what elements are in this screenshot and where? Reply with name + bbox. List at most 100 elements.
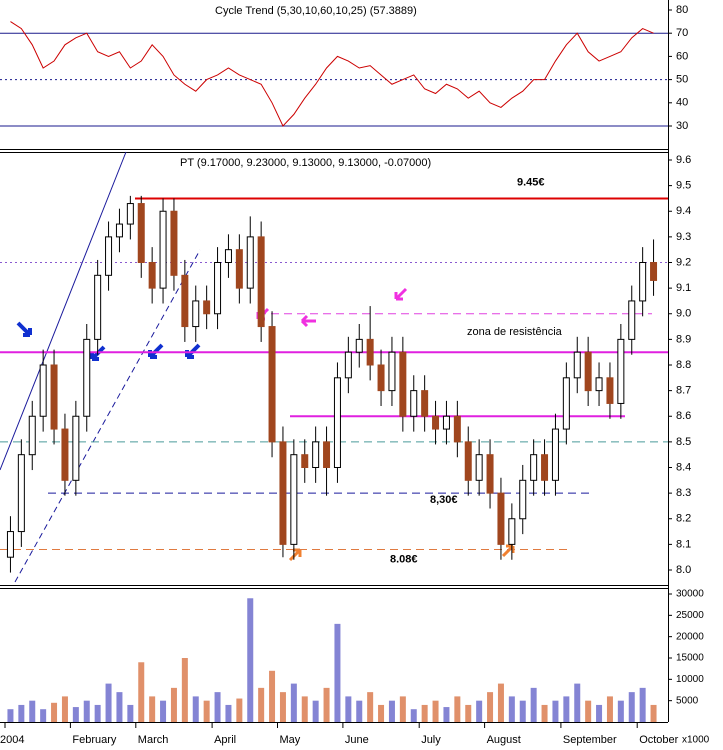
y-tick-label: 15000 bbox=[676, 653, 704, 664]
level-label: 8.08€ bbox=[390, 553, 418, 565]
volume-bar bbox=[29, 700, 36, 722]
x-tick-label: March bbox=[138, 734, 169, 746]
y-tick-label: 8.2 bbox=[676, 513, 691, 525]
candle-body bbox=[105, 236, 113, 276]
level-label: zona de resistência bbox=[467, 326, 563, 338]
candle-body bbox=[181, 274, 189, 328]
y-tick-label: 30 bbox=[676, 120, 688, 132]
volume-bar bbox=[617, 700, 624, 722]
volume-bar bbox=[367, 692, 374, 722]
candle-body bbox=[290, 454, 298, 545]
y-tick-label: 9.5 bbox=[676, 180, 691, 192]
candle-body bbox=[83, 338, 91, 417]
volume-bar bbox=[574, 683, 581, 722]
y-tick-label: 9.0 bbox=[676, 308, 691, 320]
volume-bar bbox=[519, 700, 526, 722]
arrow bbox=[394, 287, 408, 301]
volume-bar bbox=[356, 700, 363, 722]
candle-body bbox=[573, 351, 581, 379]
candle-body bbox=[170, 210, 178, 276]
volume-bar bbox=[323, 687, 330, 722]
candle-body bbox=[192, 300, 200, 328]
candle-body bbox=[650, 262, 658, 281]
y-tick-label: 8.7 bbox=[676, 385, 691, 397]
y-tick-label: 5000 bbox=[676, 695, 699, 706]
volume-bar bbox=[7, 709, 14, 722]
y-tick-label: 8.3 bbox=[676, 487, 691, 499]
volume-bar bbox=[454, 696, 461, 722]
volume-bar bbox=[388, 700, 395, 722]
candle-body bbox=[203, 300, 211, 315]
arrow bbox=[16, 321, 32, 337]
volume-bar bbox=[334, 623, 341, 722]
price-title: PT (9.17000, 9.23000, 9.13000, 9.13000, … bbox=[180, 157, 431, 169]
volume-bar bbox=[410, 709, 417, 722]
candle-body bbox=[148, 262, 156, 289]
volume-bar bbox=[596, 704, 603, 722]
volume-bar bbox=[541, 704, 548, 722]
candle-body bbox=[235, 249, 243, 289]
volume-bar bbox=[258, 687, 265, 722]
arrow bbox=[148, 343, 164, 359]
candle-body bbox=[301, 454, 309, 468]
frames bbox=[0, 0, 669, 723]
candle-body bbox=[639, 262, 647, 302]
volume-bar bbox=[443, 707, 450, 722]
candle-body bbox=[72, 415, 80, 481]
volume-bar bbox=[585, 700, 592, 722]
candle-body bbox=[126, 203, 134, 225]
y-tick-label: 60 bbox=[676, 50, 688, 62]
candle-body bbox=[268, 326, 276, 443]
x-tick-label: August bbox=[487, 734, 521, 746]
y-tick-label: 8.0 bbox=[676, 564, 691, 576]
volume-bar bbox=[650, 704, 657, 722]
candle-body bbox=[628, 300, 636, 340]
y-tick-label: 8.5 bbox=[676, 436, 691, 448]
volume-bar bbox=[606, 696, 613, 722]
candle-body bbox=[453, 415, 461, 443]
volume-bar bbox=[51, 702, 58, 722]
candle-body bbox=[530, 454, 538, 481]
volume-bar bbox=[127, 704, 134, 722]
candle-body bbox=[584, 351, 592, 392]
candle-body bbox=[94, 274, 102, 340]
candle-body bbox=[355, 338, 363, 353]
x-tick-label: February bbox=[72, 734, 117, 746]
candle-body bbox=[246, 236, 254, 289]
volume-bar bbox=[116, 692, 123, 722]
volume-bar bbox=[290, 683, 297, 722]
candle-body bbox=[39, 364, 47, 417]
y-tick-label: 40 bbox=[676, 97, 688, 109]
volume-bar bbox=[40, 709, 47, 722]
candle-body bbox=[377, 364, 385, 392]
x-tick-label: May bbox=[280, 734, 301, 746]
y-tick-label: 50 bbox=[676, 74, 688, 86]
volume-bar bbox=[399, 696, 406, 722]
y-tick-label: 9.6 bbox=[676, 154, 691, 166]
volume-bar bbox=[94, 704, 101, 722]
y-tick-label: 9.2 bbox=[676, 256, 691, 268]
y-tick-label: 9.1 bbox=[676, 282, 691, 294]
volume-bar bbox=[138, 662, 145, 722]
volume-bar bbox=[530, 687, 537, 722]
volume-bar bbox=[421, 704, 428, 722]
y-tick-label: 9.4 bbox=[676, 205, 691, 217]
volume-bar bbox=[225, 704, 232, 722]
volume-bar bbox=[181, 658, 188, 722]
candle-body bbox=[137, 203, 145, 263]
candle-body bbox=[159, 210, 167, 289]
candle-body bbox=[486, 454, 494, 494]
candle-body bbox=[323, 441, 331, 468]
volume-bar bbox=[214, 692, 221, 722]
unit-label: x1000 bbox=[682, 735, 710, 746]
volume-bar bbox=[279, 692, 286, 722]
candle-body bbox=[606, 377, 614, 404]
volume-bar bbox=[345, 696, 352, 722]
candle-body bbox=[508, 518, 516, 545]
volume-bar bbox=[160, 700, 167, 722]
x-tick-label: September bbox=[563, 734, 617, 746]
x-tick-label: October bbox=[639, 734, 678, 746]
level-label: 9.45€ bbox=[517, 176, 545, 188]
y-tick-label: 25000 bbox=[676, 610, 704, 621]
candle-body bbox=[432, 415, 440, 430]
